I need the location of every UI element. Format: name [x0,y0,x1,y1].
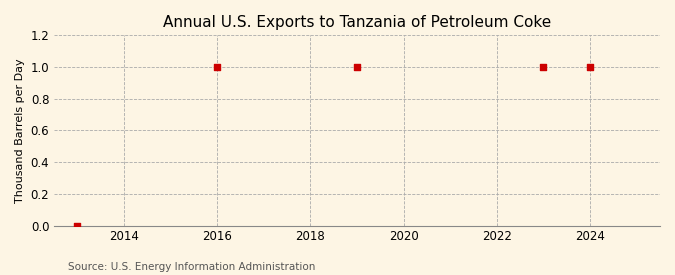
Y-axis label: Thousand Barrels per Day: Thousand Barrels per Day [15,58,25,203]
Point [352,65,362,69]
Point [585,65,595,69]
Title: Annual U.S. Exports to Tanzania of Petroleum Coke: Annual U.S. Exports to Tanzania of Petro… [163,15,551,30]
Text: Source: U.S. Energy Information Administration: Source: U.S. Energy Information Administ… [68,262,315,272]
Point [72,224,83,228]
Point [212,65,223,69]
Point [538,65,549,69]
